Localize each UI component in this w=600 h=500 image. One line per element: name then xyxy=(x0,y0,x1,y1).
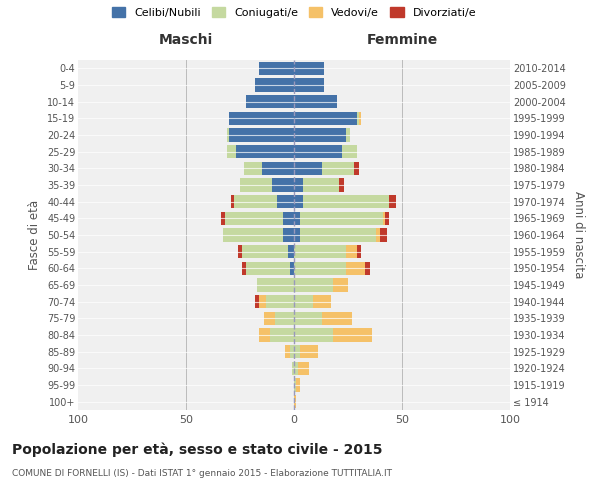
Bar xyxy=(302,195,389,208)
Bar xyxy=(283,228,294,241)
Bar xyxy=(356,112,359,125)
Bar xyxy=(244,162,262,175)
Bar xyxy=(294,128,346,141)
Text: COMUNE DI FORNELLI (IS) - Dati ISTAT 1° gennaio 2015 - Elaborazione TUTTITALIA.I: COMUNE DI FORNELLI (IS) - Dati ISTAT 1° … xyxy=(12,469,392,478)
Bar xyxy=(262,162,294,175)
Bar xyxy=(257,278,294,291)
Bar xyxy=(322,162,355,175)
Bar xyxy=(294,78,324,92)
Bar xyxy=(294,162,322,175)
Bar xyxy=(294,345,301,358)
Bar xyxy=(294,62,324,75)
Bar xyxy=(365,262,370,275)
Bar xyxy=(275,312,294,325)
Y-axis label: Anni di nascita: Anni di nascita xyxy=(572,192,585,278)
Text: Popolazione per età, sesso e stato civile - 2015: Popolazione per età, sesso e stato civil… xyxy=(12,442,383,457)
Bar xyxy=(233,195,277,208)
Bar xyxy=(356,245,361,258)
Bar xyxy=(340,178,344,192)
Bar xyxy=(236,145,294,158)
Legend: Celibi/Nubili, Coniugati/e, Vedovi/e, Divorziati/e: Celibi/Nubili, Coniugati/e, Vedovi/e, Di… xyxy=(107,2,481,22)
Bar xyxy=(346,128,350,141)
Bar xyxy=(286,345,290,358)
Bar xyxy=(294,195,302,208)
Bar xyxy=(301,228,376,241)
Bar xyxy=(296,378,301,392)
Bar xyxy=(294,395,296,408)
Bar xyxy=(266,295,294,308)
Bar xyxy=(240,178,272,192)
Text: Femmine: Femmine xyxy=(367,32,437,46)
Text: Maschi: Maschi xyxy=(159,32,213,46)
Bar xyxy=(301,345,318,358)
Bar xyxy=(255,78,294,92)
Bar xyxy=(238,245,242,258)
Bar xyxy=(294,212,301,225)
Bar xyxy=(229,128,294,141)
Bar xyxy=(232,195,233,208)
Bar xyxy=(359,112,361,125)
Bar xyxy=(355,162,359,175)
Bar xyxy=(294,312,322,325)
Bar xyxy=(301,212,383,225)
Bar xyxy=(294,378,296,392)
Bar xyxy=(294,145,341,158)
Bar xyxy=(247,262,290,275)
Bar xyxy=(264,312,275,325)
Bar xyxy=(287,245,294,258)
Bar xyxy=(294,112,356,125)
Bar xyxy=(270,328,294,342)
Bar xyxy=(242,262,247,275)
Bar xyxy=(259,62,294,75)
Bar xyxy=(283,212,294,225)
Bar xyxy=(225,212,283,225)
Bar xyxy=(346,245,356,258)
Bar xyxy=(322,312,352,325)
Bar xyxy=(346,262,365,275)
Y-axis label: Fasce di età: Fasce di età xyxy=(28,200,41,270)
Bar xyxy=(341,145,356,158)
Bar xyxy=(221,212,225,225)
Bar xyxy=(294,95,337,108)
Bar xyxy=(227,128,229,141)
Bar xyxy=(333,278,348,291)
Bar xyxy=(380,228,387,241)
Bar xyxy=(294,178,302,192)
Bar xyxy=(223,228,283,241)
Bar xyxy=(290,262,294,275)
Bar xyxy=(333,328,372,342)
Bar xyxy=(298,362,309,375)
Bar xyxy=(277,195,294,208)
Bar xyxy=(272,178,294,192)
Bar xyxy=(302,178,340,192)
Bar xyxy=(294,245,346,258)
Bar xyxy=(389,195,395,208)
Bar xyxy=(383,212,385,225)
Bar xyxy=(259,295,266,308)
Bar xyxy=(229,112,294,125)
Bar xyxy=(294,262,346,275)
Bar xyxy=(294,362,298,375)
Bar xyxy=(292,362,294,375)
Bar xyxy=(385,212,389,225)
Bar xyxy=(259,328,270,342)
Bar xyxy=(294,328,333,342)
Bar xyxy=(294,228,301,241)
Bar xyxy=(255,295,259,308)
Bar xyxy=(294,295,313,308)
Bar xyxy=(227,145,236,158)
Bar xyxy=(294,278,333,291)
Bar xyxy=(290,345,294,358)
Bar xyxy=(242,245,287,258)
Bar xyxy=(247,95,294,108)
Bar xyxy=(376,228,380,241)
Bar xyxy=(313,295,331,308)
